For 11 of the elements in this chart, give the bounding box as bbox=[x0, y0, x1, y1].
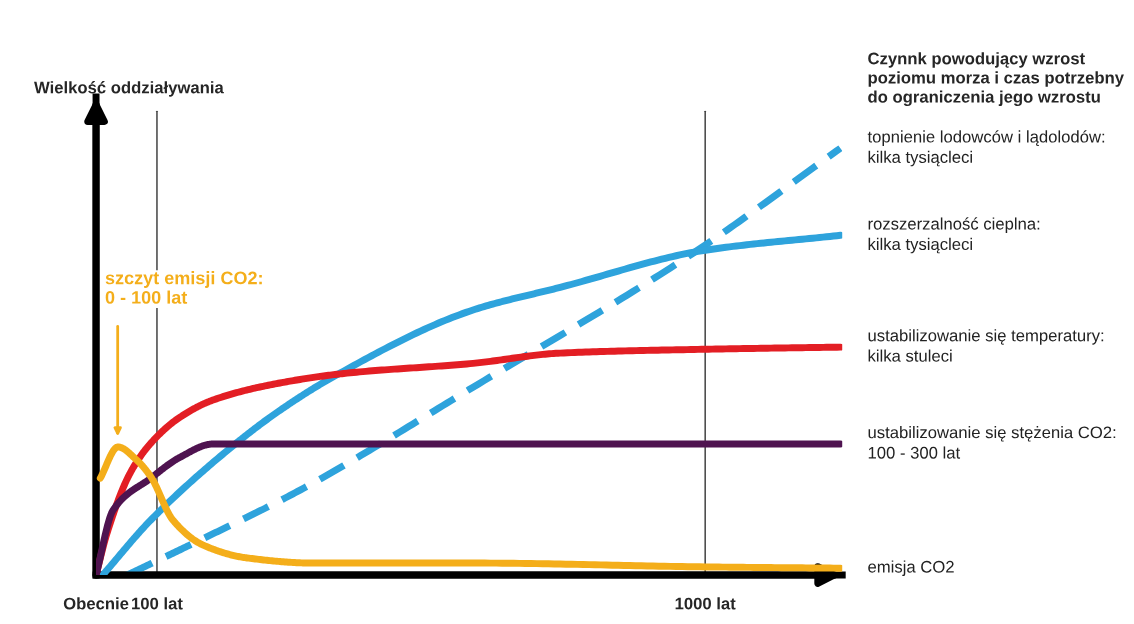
x-tick-label: Obecnie bbox=[63, 597, 129, 610]
x-tick-label: 1000 lat bbox=[675, 597, 736, 610]
y-axis-title: Wielkość oddziaływania bbox=[34, 81, 224, 97]
series-label: topnienie lodowców i lądolodów: kilka tysiącleci bbox=[867, 130, 1105, 167]
annotation: szczyt emisji CO2: 0 - 100 lat bbox=[105, 271, 262, 304]
x-tick-label: 100 lat bbox=[132, 597, 183, 610]
series-label: ustabilizowanie się stężenia CO2: 100 - 300 lat bbox=[868, 426, 1116, 459]
series-label: ustabilizowanie się temperatury: kilka stuleci bbox=[868, 329, 1104, 362]
series-label: emisja CO2 bbox=[868, 560, 954, 576]
legend-title: Czynnk powodujący wzrost poziomu morza i czas potrzebny do ograniczenia jego wzrostu bbox=[868, 52, 1124, 107]
series-label: rozszerzalność cieplna: kilka tysiącleci bbox=[868, 217, 1040, 254]
